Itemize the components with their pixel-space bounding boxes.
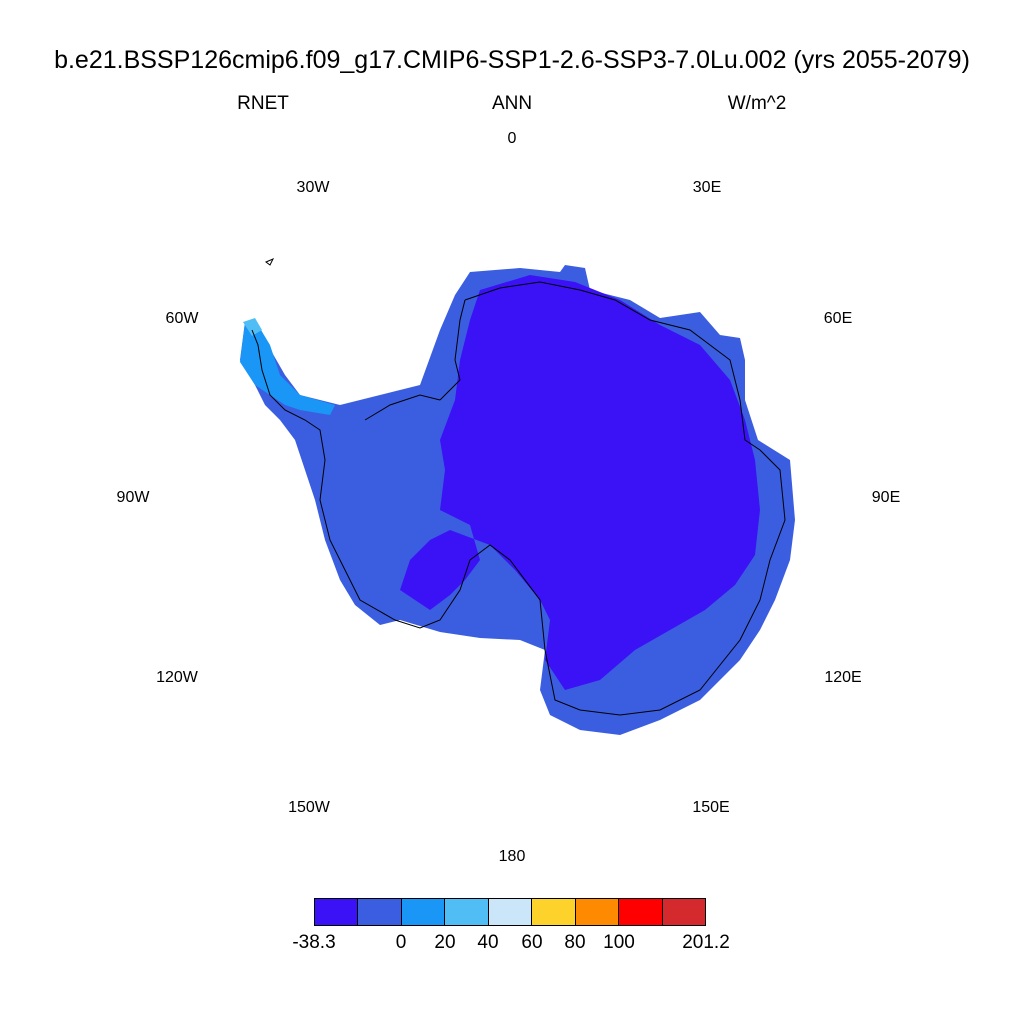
plot-title: b.e21.BSSP126cmip6.f09_g17.CMIP6-SSP1-2.…: [54, 46, 970, 74]
lon-label-120e: 120E: [824, 669, 862, 686]
colorbar-box-0: [315, 899, 359, 925]
coastline: [251, 281, 786, 716]
lon-label-150e: 150E: [692, 799, 730, 816]
lon-label-150w: 150W: [288, 799, 330, 816]
colorbar-box-3: [445, 899, 489, 925]
lon-label-120w: 120W: [156, 669, 198, 686]
lon-label-60e: 60E: [823, 310, 853, 327]
colorbar-label-100: 100: [603, 932, 635, 953]
colorbar-box-1: [358, 899, 402, 925]
colorbar-box-8: [662, 899, 705, 925]
lon-label-90e: 90E: [871, 489, 901, 506]
variable-label: RNET: [237, 93, 289, 114]
colorbar-label-80: 80: [564, 932, 586, 953]
colorbar-label-60: 60: [521, 932, 543, 953]
colorbar-label-max: 201.2: [682, 932, 730, 953]
peninsula-region: [240, 322, 335, 415]
colorbar: [314, 898, 706, 926]
interior-region: [400, 275, 760, 690]
lon-label-90w: 90W: [116, 489, 150, 506]
colorbar-label-40: 40: [477, 932, 499, 953]
lon-label-0: 0: [507, 130, 517, 147]
colorbar-box-6: [575, 899, 620, 925]
colorbar-label-20: 20: [434, 932, 456, 953]
colorbar-label-0: 0: [395, 932, 407, 953]
lon-label-60w: 60W: [165, 310, 199, 327]
colorbar-box-5: [532, 899, 576, 925]
season-label: ANN: [491, 93, 533, 114]
peninsula-tip-region: [243, 318, 262, 336]
colorbar-box-7: [619, 899, 663, 925]
colorbar-label-min: -38.3: [292, 932, 336, 953]
island-outline: [265, 258, 275, 266]
lon-label-30w: 30W: [296, 179, 330, 196]
lon-label-30e: 30E: [692, 179, 722, 196]
lon-label-180: 180: [498, 848, 526, 865]
colorbar-box-4: [488, 899, 533, 925]
colorbar-box-2: [401, 899, 446, 925]
units-label: W/m^2: [727, 93, 787, 114]
